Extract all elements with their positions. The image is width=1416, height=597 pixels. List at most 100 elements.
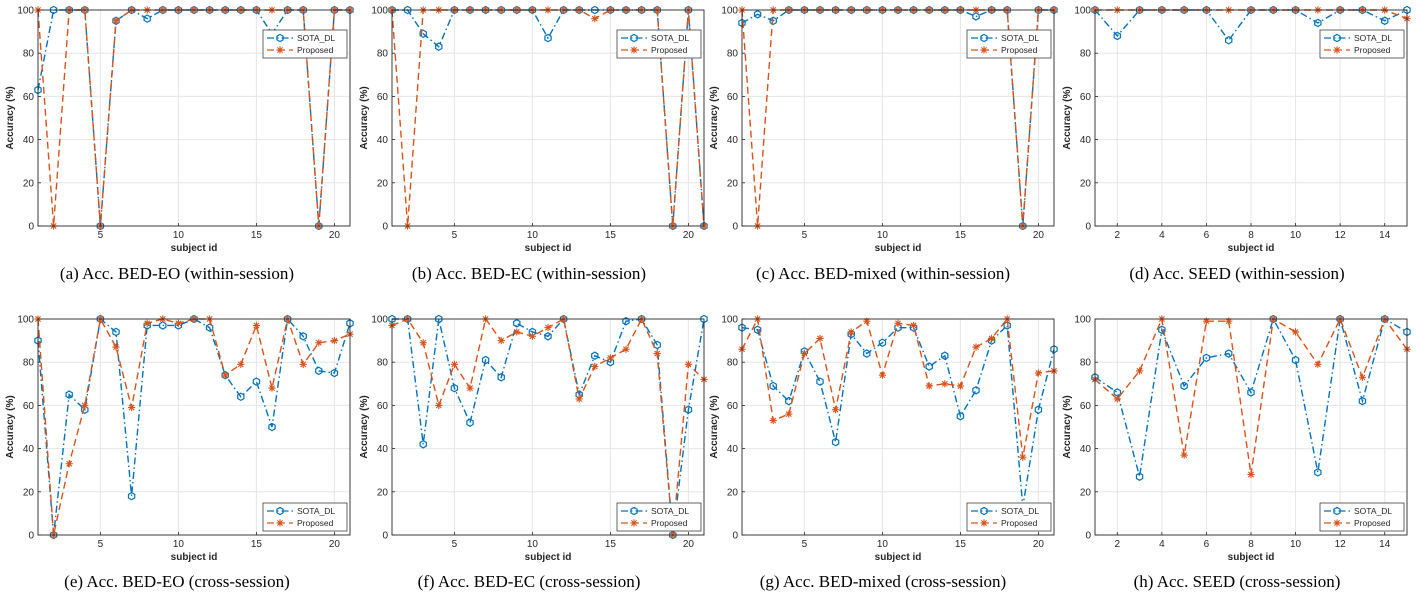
y-tick-label: 20	[377, 487, 389, 498]
data-point	[143, 14, 151, 23]
data-point	[205, 5, 214, 15]
axes-box	[37, 318, 351, 536]
legend-label: SOTA_DL	[1001, 506, 1039, 516]
grid	[38, 318, 350, 536]
legend-item: SOTA_DL	[267, 506, 335, 516]
data-point	[127, 491, 136, 501]
data-point	[785, 5, 793, 15]
data-point	[112, 327, 120, 337]
data-point	[1202, 353, 1211, 363]
y-tick-label: 0	[382, 222, 388, 233]
y-tick-label: 60	[1080, 401, 1092, 412]
legend-label: Proposed	[297, 518, 334, 528]
series-sota-dl	[738, 321, 1058, 512]
data-point	[1202, 5, 1211, 15]
y-axis-label: Accuracy (%)	[5, 86, 16, 149]
series-line	[741, 316, 1055, 458]
x-axis-label: subject id	[1228, 552, 1275, 563]
data-point	[622, 345, 630, 353]
data-point	[315, 339, 323, 347]
data-point	[1358, 5, 1367, 15]
caption-e: (e) Acc. BED-EO (cross-session)	[64, 572, 290, 591]
data-point	[622, 5, 630, 15]
y-tick-label: 40	[727, 444, 739, 455]
y-tick-label: 20	[727, 487, 739, 498]
legend-box	[262, 502, 348, 532]
data-point	[910, 321, 918, 330]
x-tick-label: 10	[173, 230, 185, 241]
x-tick-label: 20	[329, 230, 341, 241]
y-tick-label: 80	[23, 49, 35, 60]
y-tick-label: 100	[1074, 6, 1091, 17]
caption-b: (b) Acc. BED-EC (within-session)	[411, 264, 647, 283]
data-point	[330, 337, 338, 345]
caption-h: (h) Acc. SEED (cross-session)	[1133, 572, 1341, 591]
data-point	[1269, 5, 1277, 15]
x-tick-label: 15	[251, 539, 263, 550]
legend-label: Proposed	[1001, 45, 1038, 55]
data-point	[513, 5, 521, 15]
data-point	[863, 5, 871, 15]
data-point	[81, 405, 89, 415]
series-line	[37, 316, 351, 536]
data-point	[769, 16, 777, 26]
data-point	[497, 5, 505, 15]
x-tick-label: 20	[683, 230, 695, 241]
grid	[742, 318, 1054, 536]
data-point	[894, 323, 902, 332]
data-point	[785, 410, 793, 418]
y-tick-label: 40	[1080, 444, 1092, 455]
x-tick-label: 20	[1033, 539, 1045, 550]
y-tick-label: 40	[377, 444, 389, 455]
legend-box	[966, 29, 1052, 59]
data-point	[528, 332, 536, 340]
x-tick-label: 15	[955, 230, 967, 241]
legend-item: Proposed	[621, 518, 688, 528]
y-tick-label: 80	[23, 358, 35, 369]
data-point	[299, 360, 307, 368]
y-tick-label: 20	[1080, 178, 1092, 189]
legend-box	[616, 29, 702, 59]
y-axis-label: Accuracy (%)	[359, 395, 370, 458]
data-point	[769, 381, 777, 391]
legend-marker	[276, 33, 284, 43]
y-tick-label: 60	[23, 401, 35, 412]
chart-panel-h: 2 4 6 8 10 12 14 0 20 40 60 80 100 subject id Accuracy…	[1062, 314, 1411, 563]
caption-c: (c) Acc. BED-mixed (within-session)	[756, 264, 1010, 283]
data-point	[450, 360, 458, 368]
legend-item: SOTA_DL	[1324, 33, 1392, 43]
legend: SOTA_DL Proposed	[966, 29, 1052, 59]
data-point	[403, 5, 412, 15]
y-tick-label: 60	[727, 401, 739, 412]
data-point	[1336, 314, 1344, 324]
data-point	[863, 349, 871, 358]
data-point	[1247, 5, 1255, 15]
data-point	[1158, 5, 1166, 15]
data-point	[481, 355, 490, 365]
data-point	[941, 5, 949, 15]
legend: SOTA_DL Proposed	[616, 29, 702, 59]
y-tick-label: 0	[382, 531, 388, 542]
legend: SOTA_DL Proposed	[966, 502, 1052, 532]
x-tick-label: 10	[173, 539, 185, 550]
data-point	[684, 360, 692, 368]
data-point	[1314, 360, 1322, 368]
x-tick-label: 5	[98, 230, 104, 241]
data-point	[315, 366, 323, 376]
y-tick-label: 80	[377, 49, 389, 60]
legend-item: Proposed	[621, 45, 688, 55]
data-point	[466, 5, 474, 15]
chart-panel-b: 5 10 15 20 0 20 40 60 80 100 subject id Accuracy (%…	[359, 5, 708, 254]
y-tick-label: 20	[727, 178, 739, 189]
data-point	[49, 5, 58, 15]
data-point	[190, 314, 198, 324]
data-point	[435, 314, 443, 324]
data-point	[972, 12, 980, 21]
y-tick-label: 20	[1080, 487, 1092, 498]
data-point	[894, 5, 902, 15]
data-point	[591, 15, 599, 23]
data-point	[1291, 5, 1300, 15]
data-point	[956, 411, 965, 421]
grid	[1095, 318, 1407, 536]
legend-label: Proposed	[651, 518, 688, 528]
